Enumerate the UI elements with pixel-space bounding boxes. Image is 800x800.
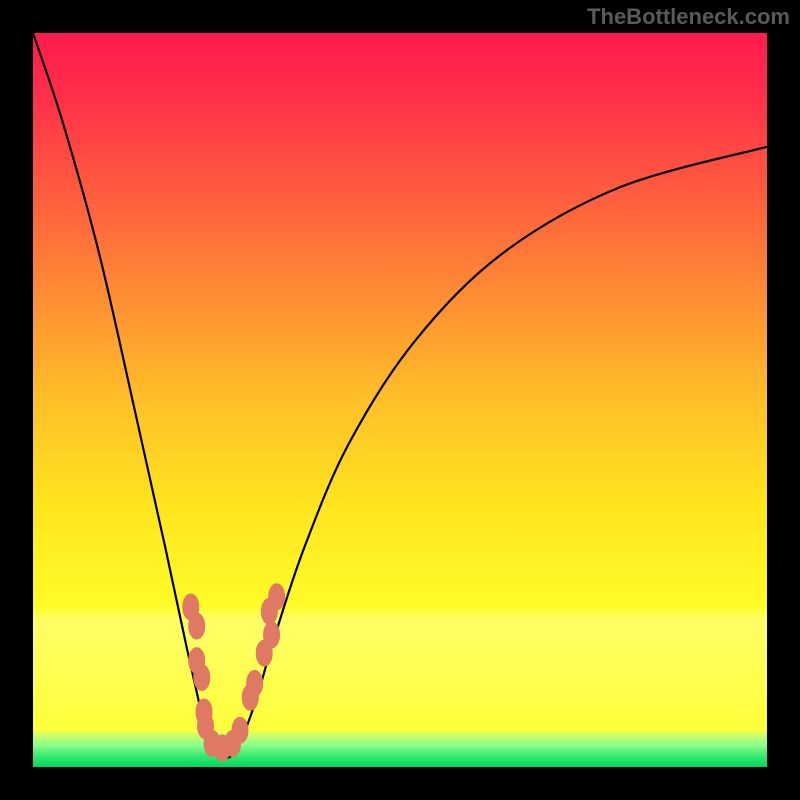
marker-point (247, 670, 263, 696)
marker-point (269, 584, 285, 610)
marker-point (232, 717, 248, 743)
marker-point (189, 613, 205, 639)
watermark-text: TheBottleneck.com (587, 4, 790, 30)
chart-background (33, 33, 767, 767)
marker-point (264, 622, 280, 648)
chart-svg (33, 33, 767, 767)
plot-area (33, 33, 767, 767)
chart-frame: TheBottleneck.com (0, 0, 800, 800)
marker-point (194, 664, 210, 690)
